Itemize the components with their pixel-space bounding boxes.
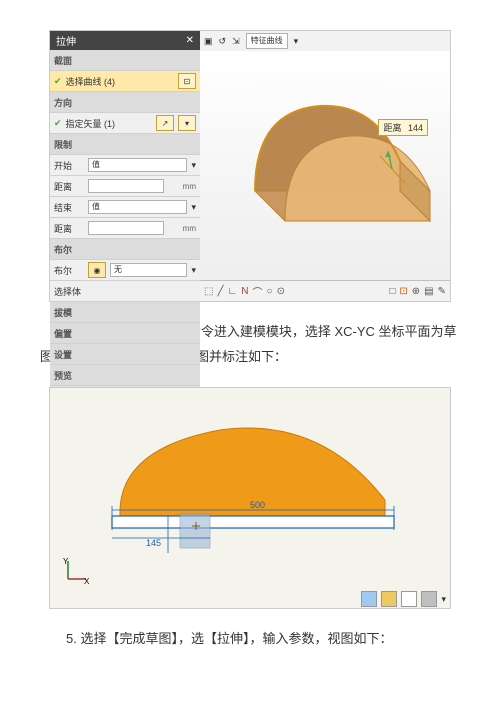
fig1-dist2-input[interactable] <box>88 221 164 235</box>
fig2-axis-triad: X Y <box>62 555 92 588</box>
bottombar-icon[interactable]: ⊕ <box>412 286 420 297</box>
fig1-dim-value: 144 <box>408 123 423 133</box>
fig1-dist1-input[interactable] <box>88 179 164 193</box>
toolbar-icon[interactable]: ⇲ <box>232 36 240 47</box>
check-icon: ✔ <box>54 118 62 129</box>
check-icon: ✔ <box>54 76 62 87</box>
toolbar-icon[interactable]: ▣ <box>204 36 213 47</box>
swatch-icon[interactable] <box>401 591 417 607</box>
fig1-bool-label: 布尔 <box>54 264 84 277</box>
axis-y-label: Y <box>63 557 69 566</box>
vector-picker-icon[interactable]: ↗ <box>156 115 174 131</box>
fig1-3d-canvas[interactable]: 距离 144 <box>200 51 450 281</box>
fig1-end-mode[interactable]: 值 <box>88 200 187 214</box>
bottombar-icon[interactable]: ∟ <box>227 286 237 297</box>
fig1-dist1-unit: mm <box>168 182 196 191</box>
fig2-dim-width: 500 <box>250 500 265 510</box>
fig1-section-dir: 方向 <box>50 92 200 113</box>
axis-x-label: X <box>84 577 90 585</box>
vector-opts-icon[interactable]: ▾ <box>178 115 196 131</box>
fig2-bottom-toolbar: ▾ <box>357 590 450 608</box>
fig1-start-row: 开始 值 ▾ <box>50 155 200 176</box>
bool-none-icon[interactable]: ◉ <box>88 262 106 278</box>
bottombar-icon[interactable]: ⊡ <box>399 286 407 297</box>
fig1-section-set[interactable]: 设置 <box>50 344 200 365</box>
fig1-section-draft[interactable]: 拔模 <box>50 302 200 323</box>
fig1-dist2-unit: mm <box>168 224 196 233</box>
fig1-dist1-row: 距离 mm <box>50 176 200 197</box>
fig1-bool-val[interactable]: 无 <box>110 263 187 277</box>
fig1-select-body-label: 选择体 <box>54 285 81 298</box>
fig1-spec-vector[interactable]: ✔ 指定矢量 (1) ↗ ▾ <box>50 113 200 134</box>
fig2-sketch-screenshot: 500 145 X Y ▾ <box>49 387 451 609</box>
fig1-dim-label: 距离 <box>383 123 401 133</box>
bottombar-icon[interactable]: ✎ <box>438 286 446 297</box>
fig1-section-limits: 限制 <box>50 134 200 155</box>
bottombar-icon[interactable]: □ <box>389 286 395 297</box>
swatch-icon[interactable] <box>421 591 437 607</box>
fig1-start-mode[interactable]: 值 <box>88 158 187 172</box>
chevron-down-icon[interactable]: ▾ <box>191 265 196 276</box>
fig1-bool-row: 布尔 ◉ 无 ▾ <box>50 260 200 281</box>
fig1-end-row: 结束 值 ▾ <box>50 197 200 218</box>
fig1-section-bool: 布尔 <box>50 239 200 260</box>
fig1-section-curve: 截面 <box>50 50 200 71</box>
fig1-cad-screenshot: 拉伸 ✕ 截面 ✔ 选择曲线 (4) ⊡ 方向 ✔ 指定矢量 (1) ↗ ▾ 限… <box>49 30 451 302</box>
fig1-main: ▣ ↺ ⇲ 特征曲线 ▾ <box>200 31 450 301</box>
swatch-icon[interactable] <box>381 591 397 607</box>
bottombar-icon[interactable]: ╱ <box>217 286 223 297</box>
bottombar-icon[interactable]: ○ <box>267 286 273 297</box>
fig1-spec-vector-label: 指定矢量 (1) <box>66 117 152 130</box>
bottombar-icon[interactable]: ▤ <box>424 286 433 297</box>
bottombar-icon[interactable]: N <box>241 286 248 297</box>
fig1-section-offset[interactable]: 偏置 <box>50 323 200 344</box>
fig1-panel-title-bar: 拉伸 ✕ <box>50 31 200 50</box>
fig1-select-curve[interactable]: ✔ 选择曲线 (4) ⊡ <box>50 71 200 92</box>
chevron-down-icon[interactable]: ▾ <box>441 594 446 605</box>
fig2-base-rect <box>112 516 394 528</box>
fig1-bottom-toolbar: ⬚ ╱ ∟ N ⌒ ○ ⊙ □ ⊡ ⊕ ▤ ✎ <box>200 280 450 301</box>
close-icon[interactable]: ✕ <box>186 35 194 46</box>
fig1-section-prev[interactable]: 预览 <box>50 365 200 386</box>
fig1-dist1-label: 距离 <box>54 180 84 193</box>
fig1-toolbar: ▣ ↺ ⇲ 特征曲线 ▾ <box>200 31 450 52</box>
chevron-down-icon[interactable]: ▾ <box>191 202 196 213</box>
chevron-down-icon[interactable]: ▾ <box>294 36 299 47</box>
fig2-construction-rect <box>180 514 210 548</box>
fig1-dimension-box[interactable]: 距离 144 <box>378 119 428 136</box>
chevron-down-icon[interactable]: ▾ <box>191 160 196 171</box>
fig1-end-label: 结束 <box>54 201 84 214</box>
fig1-start-label: 开始 <box>54 159 84 172</box>
fig1-3d-svg <box>200 51 450 281</box>
fig1-panel-title: 拉伸 <box>56 33 76 48</box>
fig1-sidebar: 拉伸 ✕ 截面 ✔ 选择曲线 (4) ⊡ 方向 ✔ 指定矢量 (1) ↗ ▾ 限… <box>50 31 201 301</box>
fig1-dist2-label: 距离 <box>54 222 84 235</box>
fig2-dim-height: 145 <box>146 538 161 548</box>
bottombar-icon[interactable]: ⌒ <box>253 284 263 299</box>
swatch-icon[interactable] <box>361 591 377 607</box>
bottombar-icon[interactable]: ⬚ <box>204 286 213 297</box>
bottombar-icon[interactable]: ⊙ <box>277 286 285 297</box>
fig1-dist2-row: 距离 mm <box>50 218 200 239</box>
toolbar-icon[interactable]: ↺ <box>219 36 227 47</box>
toolbar-combo[interactable]: 特征曲线 <box>246 33 288 49</box>
fig1-select-body[interactable]: 选择体 <box>50 281 200 302</box>
curve-picker-icon[interactable]: ⊡ <box>178 73 196 89</box>
fig1-select-curve-label: 选择曲线 (4) <box>66 75 174 88</box>
fig2-svg <box>50 388 450 588</box>
paragraph-step-5: 5. 选择【完成草图】，选【拉伸】，输入参数，视图如下： <box>40 627 460 652</box>
